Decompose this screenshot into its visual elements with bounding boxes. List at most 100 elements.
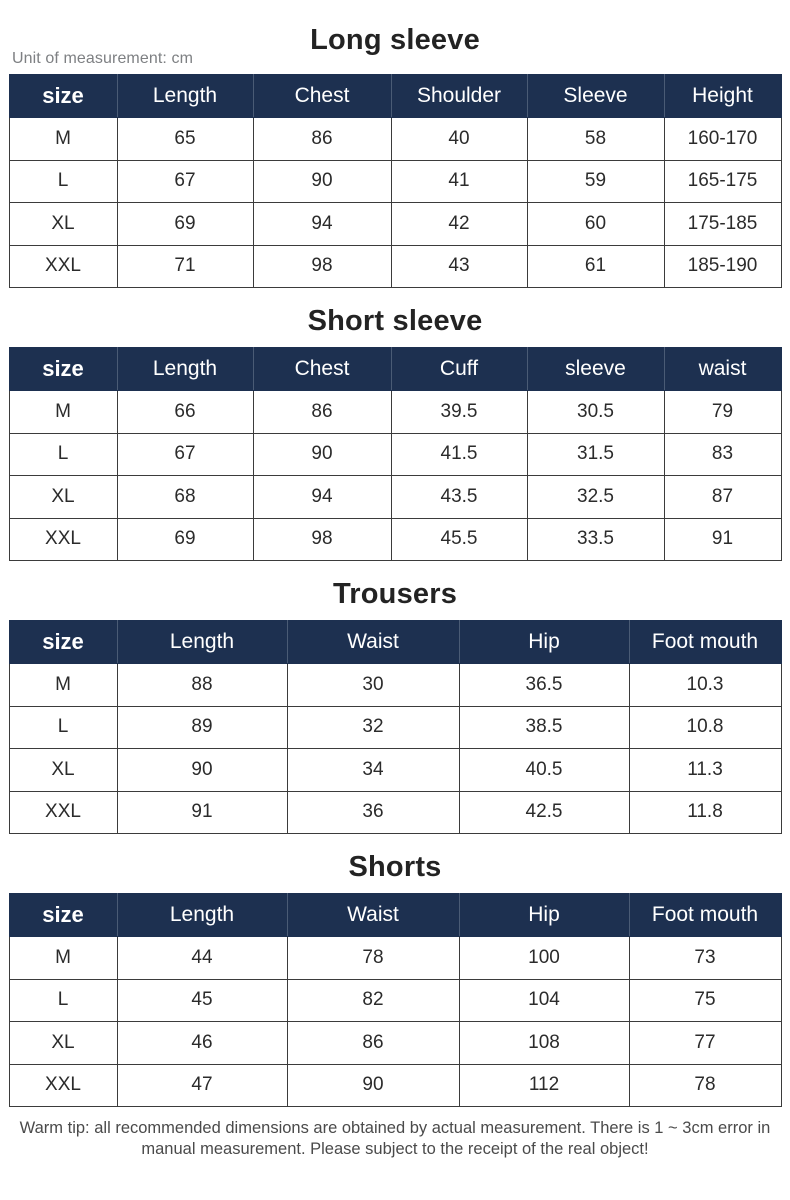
- measurement-value: 71: [116, 244, 254, 288]
- warm-tip-note: Warm tip: all recommended dimensions are…: [19, 1119, 771, 1159]
- size-label: XXL: [8, 790, 118, 834]
- table-header-row: size Length Chest Cuff sleeve waist: [8, 347, 782, 391]
- measurement-value: 108: [458, 1021, 630, 1065]
- measurement-value: 86: [252, 390, 392, 434]
- column-header-length: Length: [116, 620, 288, 664]
- measurement-value: 31.5: [526, 432, 665, 476]
- measurement-value: 59: [526, 159, 665, 203]
- measurement-value: 67: [116, 432, 254, 476]
- table-row: XXL 71 98 43 61 185-190: [8, 244, 782, 288]
- column-header-length: Length: [116, 347, 254, 391]
- measurement-value: 89: [116, 705, 288, 749]
- size-section-shorts: Shorts size Length Waist Hip Foot mouth M 44 78 1…: [0, 853, 790, 1107]
- measurement-value: 175-185: [663, 202, 782, 246]
- size-table-long-sleeve: size Length Chest Shoulder Sleeve Height M 65 86…: [8, 74, 782, 288]
- column-header-chest: Chest: [252, 347, 392, 391]
- measurement-value: 90: [252, 159, 392, 203]
- measurement-value: 104: [458, 978, 630, 1022]
- size-table-shorts: size Length Waist Hip Foot mouth M 44 78 100 73 L 4…: [8, 893, 782, 1107]
- column-header-sleeve: sleeve: [526, 347, 665, 391]
- measurement-value: 94: [252, 475, 392, 519]
- measurement-value: 86: [252, 117, 392, 161]
- measurement-value: 61: [526, 244, 665, 288]
- size-label: M: [8, 117, 118, 161]
- size-label: L: [8, 432, 118, 476]
- size-table-short-sleeve: size Length Chest Cuff sleeve waist M 66 86 39.5 3…: [8, 347, 782, 561]
- size-label: XL: [8, 1021, 118, 1065]
- measurement-value: 45: [116, 978, 288, 1022]
- measurement-value: 90: [286, 1063, 460, 1107]
- measurement-value: 38.5: [458, 705, 630, 749]
- size-section-long-sleeve: size Length Chest Shoulder Sleeve Height M 65 86…: [0, 74, 790, 288]
- size-label: L: [8, 705, 118, 749]
- measurement-value: 90: [252, 432, 392, 476]
- measurement-value: 42.5: [458, 790, 630, 834]
- size-label: XXL: [8, 1063, 118, 1107]
- table-row: XL 68 94 43.5 32.5 87: [8, 475, 782, 519]
- table-row: M 65 86 40 58 160-170: [8, 117, 782, 161]
- measurement-value: 42: [390, 202, 528, 246]
- column-header-length: Length: [116, 893, 288, 937]
- measurement-value: 41: [390, 159, 528, 203]
- measurement-value: 83: [663, 432, 782, 476]
- measurement-value: 46: [116, 1021, 288, 1065]
- measurement-value: 82: [286, 978, 460, 1022]
- section-title-trousers: Trousers: [332, 578, 458, 610]
- table-row: XL 90 34 40.5 11.3: [8, 748, 782, 792]
- column-header-size: size: [8, 347, 118, 391]
- measurement-value: 66: [116, 390, 254, 434]
- measurement-value: 36: [286, 790, 460, 834]
- measurement-value: 94: [252, 202, 392, 246]
- size-label: M: [8, 390, 118, 434]
- table-row: L 89 32 38.5 10.8: [8, 705, 782, 749]
- section-title-short-sleeve: Short sleeve: [307, 305, 483, 337]
- table-row: XXL 91 36 42.5 11.8: [8, 790, 782, 834]
- column-header-length: Length: [116, 74, 254, 118]
- measurement-value: 69: [116, 202, 254, 246]
- page-header: Unit of measurement: cm Long sleeve: [0, 0, 790, 74]
- measurement-value: 68: [116, 475, 254, 519]
- table-row: M 66 86 39.5 30.5 79: [8, 390, 782, 434]
- unit-of-measurement-label: Unit of measurement: cm: [12, 50, 194, 67]
- column-header-waist: Waist: [286, 893, 460, 937]
- measurement-value: 33.5: [526, 517, 665, 561]
- section-title-shorts: Shorts: [348, 851, 442, 883]
- size-section-trousers: Trousers size Length Waist Hip Foot mouth M 88 3…: [0, 580, 790, 834]
- table-row: XL 46 86 108 77: [8, 1021, 782, 1065]
- measurement-value: 39.5: [390, 390, 528, 434]
- measurement-value: 88: [116, 663, 288, 707]
- table-row: XXL 47 90 112 78: [8, 1063, 782, 1107]
- measurement-value: 79: [663, 390, 782, 434]
- measurement-value: 91: [663, 517, 782, 561]
- measurement-value: 65: [116, 117, 254, 161]
- measurement-value: 78: [628, 1063, 782, 1107]
- column-header-size: size: [8, 893, 118, 937]
- measurement-value: 40.5: [458, 748, 630, 792]
- column-header-foot-mouth: Foot mouth: [628, 620, 782, 664]
- measurement-value: 34: [286, 748, 460, 792]
- table-row: XXL 69 98 45.5 33.5 91: [8, 517, 782, 561]
- size-label: XXL: [8, 517, 118, 561]
- column-header-sleeve: Sleeve: [526, 74, 665, 118]
- measurement-value: 58: [526, 117, 665, 161]
- size-label: M: [8, 936, 118, 980]
- measurement-value: 91: [116, 790, 288, 834]
- column-header-hip: Hip: [458, 893, 630, 937]
- measurement-value: 44: [116, 936, 288, 980]
- column-header-height: Height: [663, 74, 782, 118]
- size-label: XL: [8, 475, 118, 519]
- size-label: L: [8, 159, 118, 203]
- table-row: L 67 90 41.5 31.5 83: [8, 432, 782, 476]
- measurement-value: 112: [458, 1063, 630, 1107]
- column-header-size: size: [8, 620, 118, 664]
- table-row: M 88 30 36.5 10.3: [8, 663, 782, 707]
- measurement-value: 47: [116, 1063, 288, 1107]
- measurement-value: 30.5: [526, 390, 665, 434]
- column-header-shoulder: Shoulder: [390, 74, 528, 118]
- size-label: M: [8, 663, 118, 707]
- measurement-value: 45.5: [390, 517, 528, 561]
- measurement-value: 32: [286, 705, 460, 749]
- measurement-value: 90: [116, 748, 288, 792]
- table-row: M 44 78 100 73: [8, 936, 782, 980]
